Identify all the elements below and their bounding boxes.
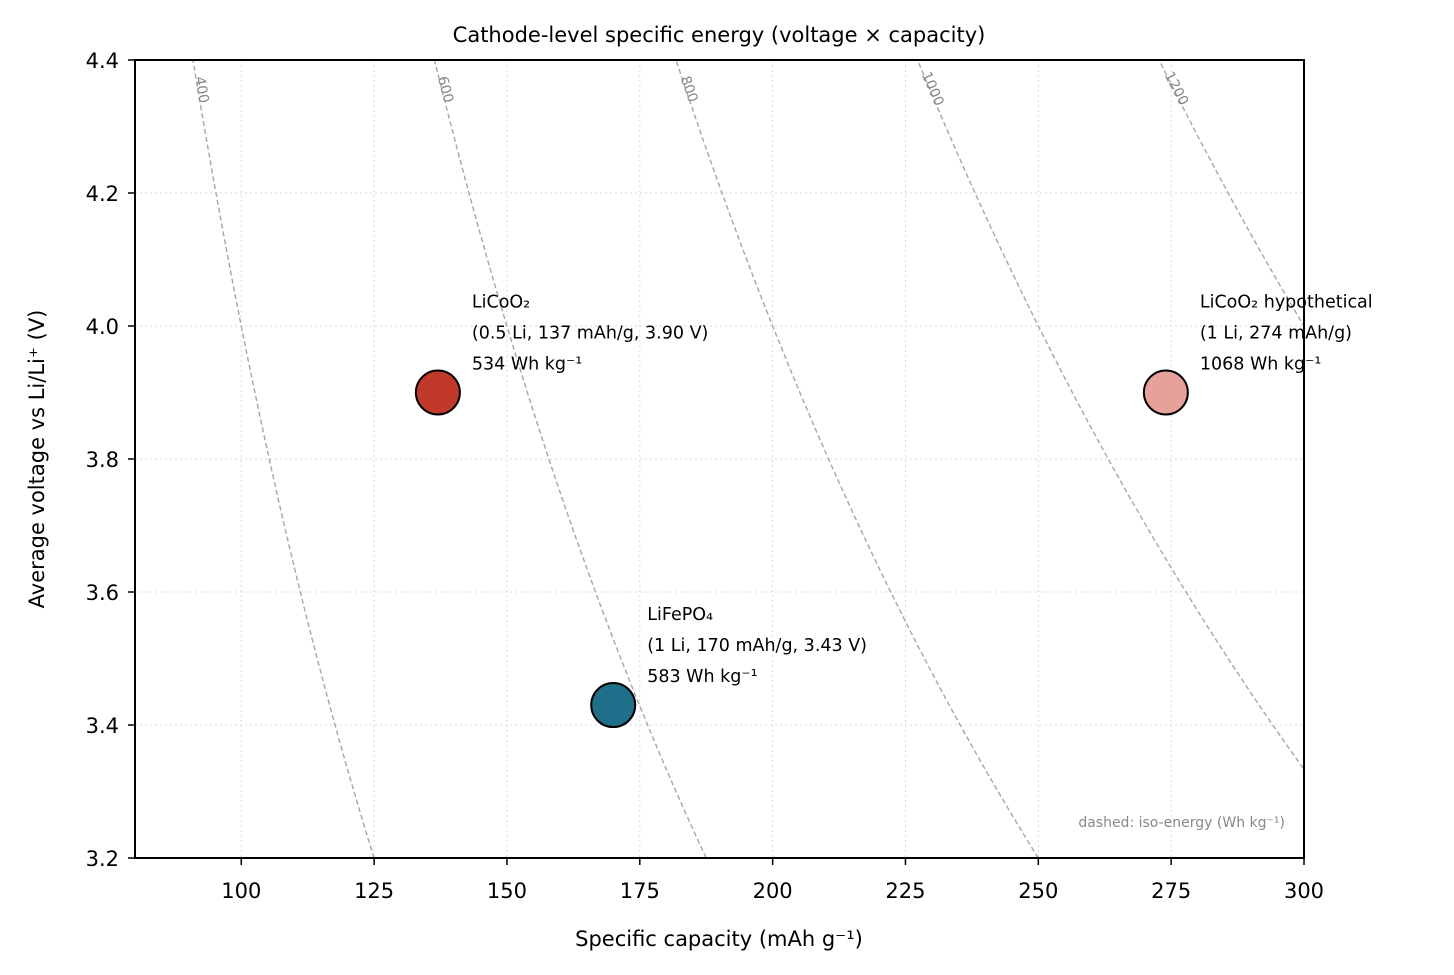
x-tick-label: 150 (487, 879, 527, 903)
iso-energy-label: 1200 (1161, 69, 1192, 108)
iso-energy-labels: 400 600 800 1000 1200 (191, 69, 1191, 108)
iso-energy-note: dashed: iso-energy (Wh kg⁻¹) (1078, 815, 1285, 831)
data-point (414, 369, 461, 416)
iso-energy-curve (433, 60, 707, 858)
y-axis-label: Average voltage vs Li/Li⁺ (V) (25, 310, 49, 609)
y-tick-label: 3.6 (86, 581, 119, 605)
x-axis-ticks: 100 125 150 175 200 225 250 275 300 (221, 858, 1324, 903)
iso-energy-label: 800 (677, 74, 701, 104)
iso-energy-curve (675, 60, 1039, 858)
x-tick-label: 300 (1284, 879, 1324, 903)
y-tick-label: 3.2 (86, 847, 119, 871)
point-annotation-line: (1 Li, 274 mAh/g) (1200, 324, 1352, 344)
x-tick-label: 125 (354, 879, 394, 903)
y-tick-label: 3.4 (86, 714, 119, 738)
point-annotation-line: 1068 Wh kg⁻¹ (1200, 355, 1322, 375)
x-tick-label: 275 (1151, 879, 1191, 903)
grid (135, 60, 1304, 858)
iso-energy-label: 1000 (918, 69, 947, 108)
point-annotation-line: LiFePO₄ (647, 605, 713, 625)
y-axis-ticks: 3.2 3.4 3.6 3.8 4.0 4.2 4.4 (86, 49, 135, 871)
point-annotation-line: (0.5 Li, 137 mAh/g, 3.90 V) (472, 324, 709, 344)
iso-energy-curve (192, 60, 375, 858)
point-annotation-line: 583 Wh kg⁻¹ (647, 667, 757, 687)
iso-energy-label: 400 (191, 75, 211, 104)
x-tick-label: 175 (620, 879, 660, 903)
data-points (414, 369, 1189, 729)
x-axis-label: Specific capacity (mAh g⁻¹) (575, 927, 863, 951)
chart-title: Cathode-level specific energy (voltage ×… (453, 23, 986, 47)
x-tick-label: 100 (221, 879, 261, 903)
y-tick-label: 4.2 (86, 182, 119, 206)
y-tick-label: 4.0 (86, 315, 119, 339)
x-tick-label: 250 (1018, 879, 1058, 903)
point-annotation-line: (1 Li, 170 mAh/g, 3.43 V) (647, 636, 867, 656)
x-tick-label: 225 (885, 879, 925, 903)
data-point (590, 682, 637, 729)
data-point (1142, 369, 1189, 416)
iso-energy-label: 600 (434, 75, 456, 105)
point-annotations: LiCoO₂ (0.5 Li, 137 mAh/g, 3.90 V) 534 Wh … (472, 293, 1373, 688)
point-annotation-line: LiCoO₂ hypothetical (1200, 293, 1373, 313)
iso-energy-curves (192, 60, 1304, 858)
iso-energy-curve (1158, 60, 1304, 328)
y-tick-label: 4.4 (86, 49, 119, 73)
point-annotation-line: LiCoO₂ (472, 293, 530, 313)
point-annotation-line: 534 Wh kg⁻¹ (472, 355, 582, 375)
x-tick-label: 200 (753, 879, 793, 903)
y-tick-label: 3.8 (86, 448, 119, 472)
